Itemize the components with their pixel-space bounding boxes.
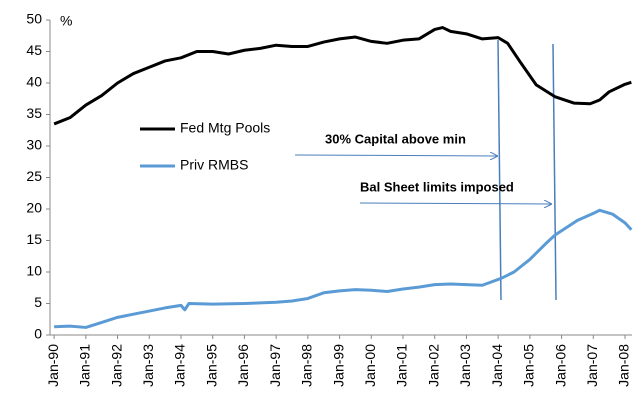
x-tick-label: Jan-93 bbox=[140, 344, 156, 387]
x-tick-label: Jan-02 bbox=[425, 344, 441, 387]
x-tick-label: Jan-01 bbox=[394, 344, 410, 387]
x-tick-label: Jan-90 bbox=[45, 344, 61, 387]
annotation-arrow bbox=[294, 155, 497, 156]
y-tick-label: 0 bbox=[34, 326, 42, 342]
x-tick-label: Jan-95 bbox=[203, 344, 219, 387]
x-tick-label: Jan-97 bbox=[267, 344, 283, 387]
x-tick-label: Jan-91 bbox=[77, 344, 93, 387]
x-tick-label: Jan-98 bbox=[299, 344, 315, 387]
annotation-line bbox=[497, 39, 502, 301]
x-tick-label: Jan-99 bbox=[330, 344, 346, 387]
x-tick-label: Jan-05 bbox=[521, 344, 537, 387]
x-tick-label: Jan-96 bbox=[235, 344, 251, 387]
x-tick-label: Jan-07 bbox=[584, 344, 600, 387]
x-tick-label: Jan-06 bbox=[552, 344, 568, 387]
y-tick-label: 30 bbox=[26, 137, 42, 153]
x-tick-label: Jan-92 bbox=[108, 344, 124, 387]
y-tick-label: 20 bbox=[26, 200, 42, 216]
x-tick-label: Jan-94 bbox=[172, 344, 188, 387]
y-tick-label: 45 bbox=[26, 42, 42, 58]
annotation-line bbox=[552, 43, 557, 301]
y-unit: % bbox=[60, 13, 72, 29]
x-tick-label: Jan-00 bbox=[362, 344, 378, 387]
x-tick-label: Jan-08 bbox=[616, 344, 632, 387]
y-tick-label: 25 bbox=[26, 168, 42, 184]
y-tick-label: 15 bbox=[26, 231, 42, 247]
annotation-arrow bbox=[359, 203, 551, 204]
y-tick-label: 40 bbox=[26, 74, 42, 90]
y-tick-label: 10 bbox=[26, 263, 42, 279]
legend-label: Priv RMBS bbox=[180, 157, 248, 173]
y-tick-label: 5 bbox=[34, 294, 42, 310]
x-tick-label: Jan-04 bbox=[489, 344, 505, 387]
line bbox=[53, 26, 632, 126]
y-tick-label: 35 bbox=[26, 105, 42, 121]
annotation: Bal Sheet limits imposed bbox=[360, 179, 514, 194]
annotation: 30% Capital above min bbox=[325, 131, 466, 146]
x-tick-label: Jan-03 bbox=[457, 344, 473, 387]
y-tick-label: 50 bbox=[26, 11, 42, 27]
line bbox=[54, 208, 633, 329]
legend-label: Fed Mtg Pools bbox=[180, 120, 270, 136]
